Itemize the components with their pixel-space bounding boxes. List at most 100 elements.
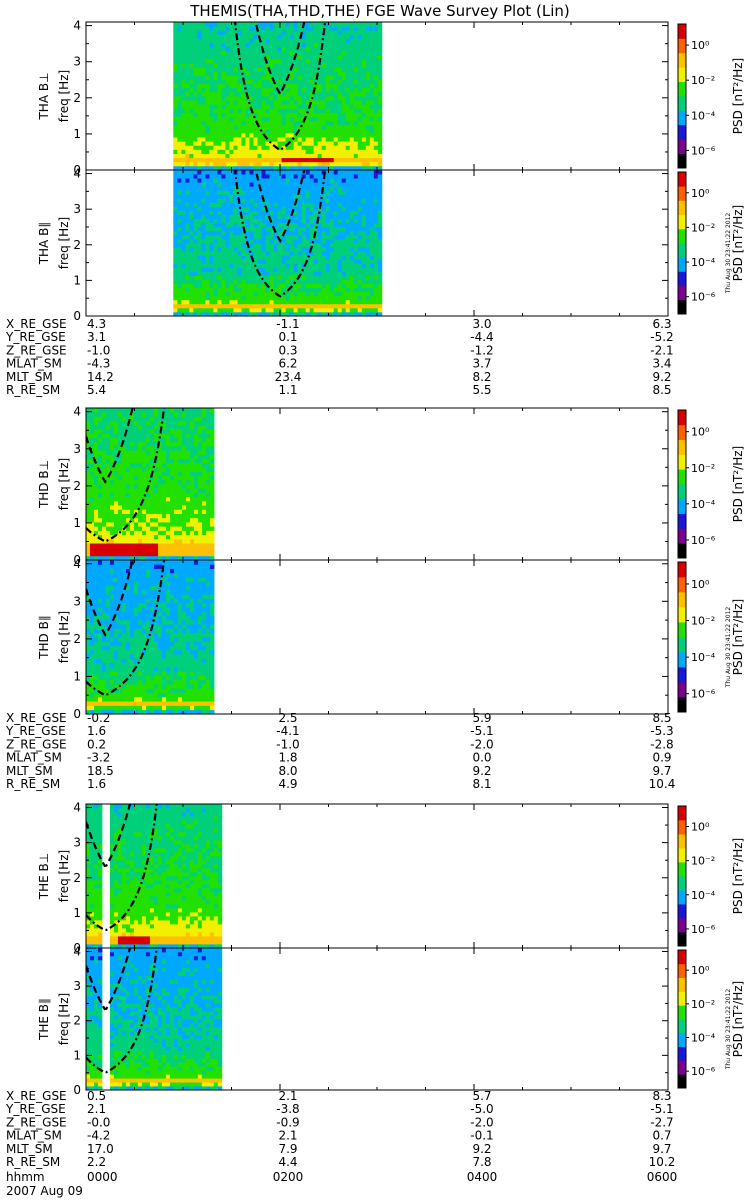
spectrogram-cell	[257, 137, 262, 142]
spectrogram-cell	[162, 547, 167, 552]
spectrogram-cell	[329, 238, 335, 244]
spectrogram-cell	[118, 479, 123, 485]
spectrogram-cell	[301, 243, 307, 248]
spectrogram-cell	[182, 488, 187, 493]
spectrogram-cell	[177, 54, 182, 60]
spectrogram-cell	[102, 538, 107, 544]
spectrogram-cell	[309, 263, 315, 268]
spectrogram-cell	[345, 291, 351, 297]
spectrogram-cell	[273, 186, 278, 191]
spectrogram-cell	[373, 198, 379, 203]
spectrogram-cell	[357, 214, 363, 220]
spectrogram-cell	[301, 275, 307, 280]
spectrogram-cell	[201, 299, 206, 305]
spectrogram-cell	[245, 178, 250, 183]
spectrogram-cell	[329, 198, 335, 203]
spectrogram-cell	[373, 79, 379, 85]
spectrogram-cell	[305, 63, 311, 68]
spectrogram-cell	[253, 71, 258, 76]
spectrogram-cell	[193, 100, 198, 105]
spectrogram-cell	[373, 178, 379, 183]
spectrogram-cell	[369, 34, 375, 39]
spectrogram-cell	[321, 182, 327, 187]
spectrogram-cell	[174, 488, 179, 493]
spectrogram-cell	[333, 218, 339, 224]
spectrogram-cell	[341, 303, 347, 309]
spectrogram-cell	[253, 214, 258, 220]
spectrogram-cell	[166, 471, 171, 476]
spectrogram-cell	[261, 238, 266, 244]
spectrogram-cell	[213, 251, 218, 256]
spectrogram-cell	[182, 416, 187, 422]
spectrogram-cell	[225, 137, 230, 142]
spectrogram-cell	[273, 124, 278, 130]
spectrogram-cell	[181, 87, 186, 93]
spectrogram-cell	[353, 234, 359, 240]
spectrogram-cell	[265, 100, 270, 105]
spectrogram-cell	[190, 484, 195, 489]
spectrogram-cell	[253, 141, 258, 146]
spectrogram-cell	[377, 271, 383, 276]
spectrogram-cell	[178, 475, 183, 481]
spectrogram-cell	[205, 128, 210, 134]
spectrogram-cell	[170, 555, 175, 561]
spectrogram-cell	[301, 133, 307, 138]
spectrogram-cell	[245, 108, 250, 113]
spectrogram-cell	[217, 206, 222, 211]
spectrogram-cell	[189, 141, 194, 146]
spectrogram-cell	[186, 446, 191, 451]
spectrogram-cell	[253, 133, 258, 138]
spectrogram-cell	[369, 46, 375, 52]
spectrogram-cell	[185, 243, 190, 248]
spectrogram-cell	[345, 161, 351, 167]
spectrogram-cell	[361, 238, 367, 244]
spectrogram-cell	[193, 311, 198, 317]
spectrogram-cell	[349, 34, 355, 39]
spectrogram-cell	[110, 450, 115, 455]
spectrogram-cell	[373, 96, 379, 101]
spectrogram-cell	[166, 412, 171, 417]
spectrogram-cell	[253, 234, 258, 240]
spectrogram-cell	[277, 30, 282, 35]
spectrogram-cell	[110, 555, 115, 561]
spectrogram-cell	[225, 91, 230, 97]
spectrogram-cell	[293, 71, 299, 76]
spectrogram-cell	[253, 108, 258, 113]
spectrogram-cell	[249, 54, 254, 60]
spectrogram-cell	[261, 287, 266, 293]
spectrogram-cell	[245, 63, 250, 68]
spectrogram-cell	[158, 488, 163, 493]
spectrogram-cell	[114, 500, 119, 506]
spectrogram-cell	[289, 59, 295, 64]
spectrogram-cell	[193, 247, 198, 252]
spectrogram-cell	[261, 267, 266, 272]
spectrogram-cell	[277, 128, 282, 134]
spectrogram-cell	[269, 91, 274, 97]
spectrogram-cell	[337, 108, 343, 113]
spectrogram-cell	[309, 287, 315, 293]
spectrogram-cell	[201, 279, 206, 284]
spectrogram-cell	[245, 218, 250, 224]
spectrogram-cell	[213, 267, 218, 272]
spectrogram-cell	[369, 247, 375, 252]
spectrogram-cell	[186, 538, 191, 544]
spectrogram-cell	[98, 420, 103, 426]
spectrogram-cell	[269, 234, 274, 240]
spectrogram-cell	[138, 509, 143, 514]
spectrogram-cell	[333, 255, 339, 260]
spectrogram-cell	[337, 275, 343, 280]
spectrogram-cell	[217, 100, 222, 105]
spectrogram-cell	[189, 145, 194, 150]
spectrogram-cell	[269, 100, 274, 105]
spectrogram-cell	[273, 234, 278, 240]
spectrogram-cell	[158, 543, 163, 548]
spectrogram-cell	[329, 275, 335, 280]
spectrogram-cell	[305, 307, 311, 313]
spectrogram-cell	[130, 509, 135, 514]
spectrogram-cell	[329, 222, 335, 228]
spectrogram-cell	[257, 71, 262, 76]
spectrogram-cell	[333, 283, 339, 289]
spectrogram-cell	[233, 206, 238, 211]
spectrogram-cell	[201, 275, 206, 280]
spectrogram-cell	[277, 153, 282, 159]
